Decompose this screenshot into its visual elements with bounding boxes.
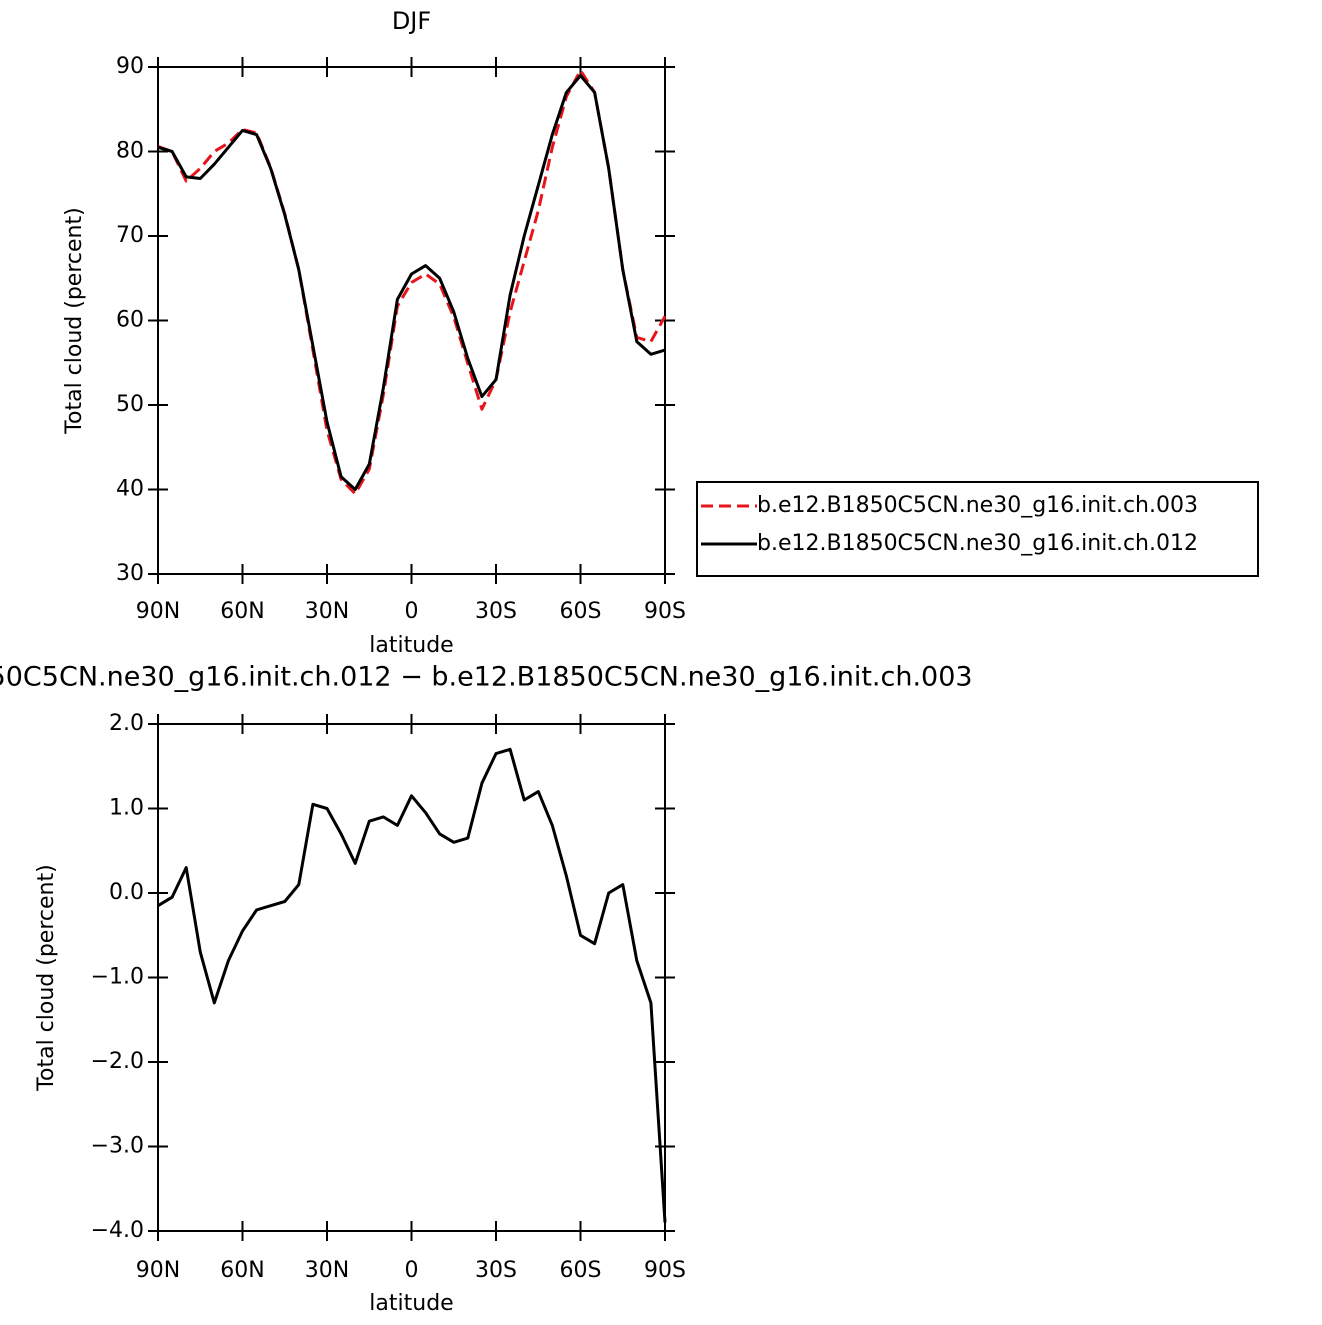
x-tick-label: 0 <box>405 1258 419 1283</box>
chart-title: DJF <box>392 7 431 35</box>
x-axis-label: latitude <box>369 1291 453 1316</box>
y-tick-label: 70 <box>116 223 144 248</box>
x-tick-label: 90S <box>644 1258 686 1283</box>
y-tick-label: −4.0 <box>91 1218 144 1243</box>
y-tick-label: 80 <box>116 139 144 164</box>
y-tick-label: 40 <box>116 477 144 502</box>
x-tick-label: 60N <box>220 1258 264 1283</box>
y-axis-label: Total cloud (percent) <box>34 864 59 1091</box>
x-tick-label: 30N <box>305 1258 349 1283</box>
x-tick-label: 90N <box>136 599 180 624</box>
y-tick-label: 30 <box>116 561 144 586</box>
y-tick-label: 90 <box>116 54 144 79</box>
legend-label: b.e12.B1850C5CN.ne30_g16.init.ch.012 <box>757 531 1198 556</box>
plot-frame <box>157 723 666 1232</box>
y-tick-label: −3.0 <box>91 1134 144 1159</box>
plot-frame <box>157 66 666 575</box>
x-tick-label: 30S <box>475 1258 517 1283</box>
y-tick-label: 2.0 <box>109 711 144 736</box>
y-axis-label: Total cloud (percent) <box>62 207 87 434</box>
x-tick-label: 90N <box>136 1258 180 1283</box>
legend-label: b.e12.B1850C5CN.ne30_g16.init.ch.003 <box>757 493 1198 518</box>
y-tick-label: 1.0 <box>109 796 144 821</box>
x-tick-label: 60N <box>220 599 264 624</box>
y-tick-label: −2.0 <box>91 1049 144 1074</box>
x-tick-label: 0 <box>405 599 419 624</box>
data-line <box>157 74 666 491</box>
data-line <box>157 747 667 1223</box>
legend-box <box>696 481 1259 577</box>
x-tick-label: 90S <box>644 599 686 624</box>
data-line <box>157 68 667 496</box>
y-tick-label: 0.0 <box>109 880 144 905</box>
x-tick-label: 30N <box>305 599 349 624</box>
chart-title: b.e12.B1850C5CN.ne30_g16.init.ch.012 − b… <box>0 662 973 693</box>
x-tick-label: 30S <box>475 599 517 624</box>
x-axis-label: latitude <box>369 633 453 658</box>
y-tick-label: −1.0 <box>91 965 144 990</box>
x-tick-label: 60S <box>560 599 602 624</box>
y-tick-label: 50 <box>116 392 144 417</box>
y-tick-label: 60 <box>116 308 144 333</box>
x-tick-label: 60S <box>560 1258 602 1283</box>
